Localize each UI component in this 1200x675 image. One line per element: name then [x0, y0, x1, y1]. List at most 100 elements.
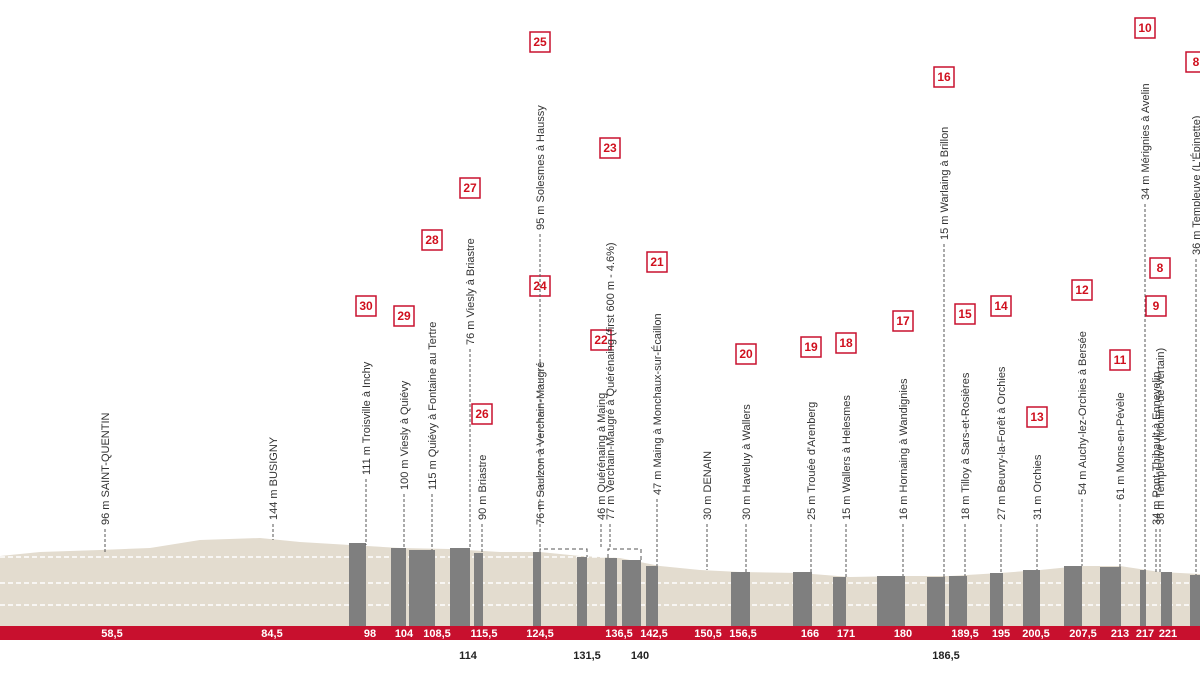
- place-label: 27 m Beuvry-la-Forêt à Orchies: [996, 366, 1008, 520]
- km-band: [0, 626, 1200, 640]
- sector-number: 25: [533, 35, 547, 49]
- km-label: 156,5: [729, 628, 757, 640]
- sector-box: [1145, 295, 1167, 317]
- sector-box: [599, 137, 621, 159]
- sector-number: 12: [1075, 283, 1089, 297]
- sector-box: [421, 229, 443, 251]
- km-label: 213: [1111, 628, 1129, 640]
- sector-number: 21: [650, 255, 664, 269]
- sector-number: 10: [1138, 21, 1152, 35]
- sector-box: [1071, 279, 1093, 301]
- sector-box: [646, 251, 668, 273]
- km-label: 124,5: [526, 628, 554, 640]
- km-label: 200,5: [1022, 628, 1050, 640]
- sector-number: 9: [1153, 299, 1160, 313]
- km-label: 207,5: [1069, 628, 1097, 640]
- cobble-block: [833, 577, 846, 626]
- sector-box: [529, 31, 551, 53]
- sector-number: 8: [1193, 55, 1200, 69]
- place-label: 54 m Auchy-lez-Orchies à Bersée: [1077, 331, 1089, 495]
- sector-number: 22: [594, 333, 608, 347]
- cobble-block: [349, 543, 366, 626]
- place-label: 18 m Tilloy à Sars-et-Rosières: [960, 372, 972, 520]
- km-label: 84,5: [261, 628, 282, 640]
- place-label: 34 m Pont-Thibault à Ennevelin: [1151, 372, 1163, 525]
- place-label: 25 m Trouée d'Arenberg: [806, 402, 818, 520]
- sector-number: 17: [896, 314, 910, 328]
- sector-number: 15: [958, 307, 972, 321]
- sector-box: [459, 177, 481, 199]
- km-label: 150,5: [694, 628, 722, 640]
- km-label: 136,5: [605, 628, 633, 640]
- sector-number: 29: [397, 309, 411, 323]
- cobble-block: [646, 566, 658, 626]
- km-label: 221: [1159, 628, 1177, 640]
- cobble-block: [1100, 567, 1121, 626]
- sector-box: [1149, 257, 1171, 279]
- km-label: 58,5: [101, 628, 122, 640]
- cobble-block: [1161, 572, 1172, 626]
- place-label: 115 m Quiévy à Fontaine au Tertre: [427, 322, 439, 490]
- sector-box: [800, 336, 822, 358]
- km-label-below: 114: [459, 650, 478, 662]
- cobble-block: [605, 558, 617, 626]
- sector-box: [1109, 349, 1131, 371]
- place-label: 95 m Solesmes à Haussy: [535, 105, 547, 230]
- sector-box: [990, 295, 1012, 317]
- place-label: 15 m Warlaing à Brillon: [939, 127, 951, 240]
- place-label: 36 m Templeuve (L'Épinette): [1190, 116, 1200, 255]
- km-label: 171: [837, 628, 855, 640]
- km-label: 108,5: [423, 628, 451, 640]
- cobble-block: [622, 560, 641, 626]
- cobbled-sectors: [349, 543, 1200, 626]
- cobble-block: [949, 576, 967, 626]
- sector-box: [393, 305, 415, 327]
- cobble-block: [1140, 570, 1146, 626]
- sector-number: 16: [937, 70, 951, 84]
- sector-number: 30: [359, 299, 373, 313]
- place-label: 144 m BUSIGNY: [268, 436, 280, 520]
- sector-number: 20: [739, 347, 753, 361]
- sector-box: [954, 303, 976, 325]
- place-label: 30 m DENAIN: [702, 451, 714, 520]
- place-label: 16 m Hornaing à Wandignies: [898, 378, 910, 520]
- sector-number: 13: [1030, 410, 1044, 424]
- place-label: 61 m Mons-en-Pévèle: [1115, 392, 1127, 500]
- place-label: 76 m Viesly à Briastre: [465, 238, 477, 345]
- sector-box: [355, 295, 377, 317]
- cobble-block: [577, 557, 587, 626]
- cobble-block: [1023, 570, 1040, 626]
- cobble-block: [391, 548, 406, 626]
- sector-number: 23: [603, 141, 617, 155]
- km-label: 180: [894, 628, 912, 640]
- cobble-block: [450, 548, 470, 626]
- sector-number: 28: [425, 233, 439, 247]
- sector-box: [590, 329, 612, 351]
- place-label: 76 m Saulzon à Verchain-Maugré: [535, 362, 547, 525]
- sector-box: [1134, 17, 1156, 39]
- cobble-block: [1064, 566, 1082, 626]
- place-label: 15 m Wallers à Helesmes: [841, 395, 853, 520]
- place-label: 96 m SAINT-QUENTIN: [100, 412, 112, 525]
- sector-box: [471, 403, 493, 425]
- km-label: 142,5: [640, 628, 668, 640]
- cobble-block: [793, 572, 812, 626]
- cobble-block: [409, 550, 435, 626]
- cobble-block: [927, 577, 945, 626]
- cobble-block: [731, 572, 750, 626]
- sector-box: [1026, 406, 1048, 428]
- place-label: 100 m Viesly à Quiévy: [399, 380, 411, 490]
- cobble-block: [533, 552, 541, 626]
- sector-box: [735, 343, 757, 365]
- place-label: 111 m Troisville à Inchy: [361, 361, 373, 475]
- sector-number: 8: [1157, 261, 1164, 275]
- sector-number: 26: [475, 407, 489, 421]
- km-label: 115,5: [471, 628, 498, 640]
- cobble-block: [1190, 575, 1200, 626]
- sector-number: 14: [994, 299, 1008, 313]
- place-label: 46 m Quérénaing à Maing: [596, 393, 608, 520]
- place-label: 31 m Orchies: [1032, 454, 1044, 520]
- cobble-block: [877, 576, 905, 626]
- sector-box: [1185, 51, 1200, 73]
- km-label: 166: [801, 628, 819, 640]
